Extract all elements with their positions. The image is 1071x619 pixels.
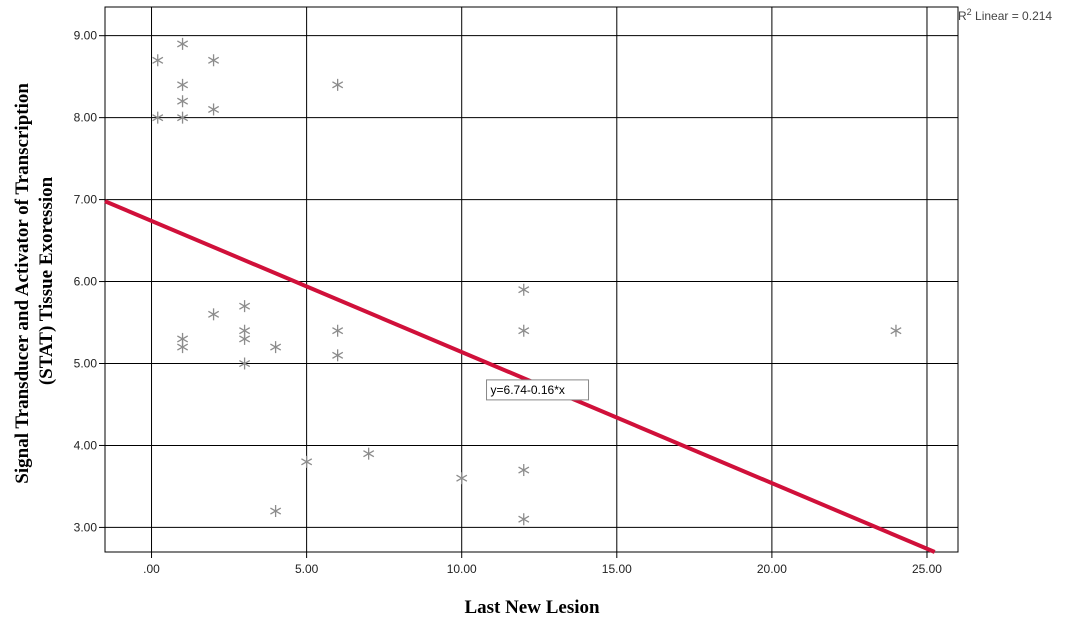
data-point (208, 308, 220, 321)
equation-box (486, 379, 590, 401)
equation-text: y=6.74-0.16*x (491, 383, 565, 397)
regression-line (104, 199, 936, 554)
data-point (239, 357, 251, 370)
data-point (152, 111, 164, 124)
data-point (332, 324, 344, 337)
data-point (456, 472, 468, 485)
data-point (208, 103, 220, 116)
data-point (301, 455, 313, 468)
y-tick-label: 4.00 (74, 438, 98, 452)
data-point (177, 111, 189, 124)
grid-lines (105, 7, 958, 552)
plot-frame (104, 6, 959, 553)
r2-label: R2 Linear = 0.214 (958, 7, 1052, 23)
data-point (239, 300, 251, 313)
y-tick-label: 8.00 (74, 111, 98, 125)
x-tick-label: 10.00 (447, 562, 477, 576)
x-tick-label: 20.00 (757, 562, 787, 576)
y-tick-label: 9.00 (74, 29, 98, 43)
data-points (152, 37, 902, 526)
data-point (208, 54, 220, 67)
data-point (152, 54, 164, 67)
y-tick-label: 3.00 (74, 520, 98, 534)
y-axis-title: Signal Transducer and Activator of Trans… (12, 78, 57, 483)
data-point (177, 37, 189, 50)
data-point (177, 341, 189, 354)
x-tick-label: 5.00 (295, 562, 319, 576)
x-axis-title: Last New Lesion (464, 597, 600, 618)
y-tick-label: 6.00 (74, 275, 98, 289)
data-point (332, 349, 344, 362)
data-point (363, 447, 375, 460)
data-point (518, 464, 530, 477)
y-tick-label: 7.00 (74, 193, 98, 207)
y-tick-labels: 3.00 4.00 5.00 6.00 7.00 8.00 9.00 (74, 29, 105, 534)
data-point (177, 95, 189, 108)
equation-label: y=6.74-0.16*x (486, 379, 590, 401)
data-point (518, 324, 530, 337)
x-tick-label: 15.00 (602, 562, 632, 576)
data-point (270, 505, 282, 518)
x-tick-label: .00 (143, 562, 160, 576)
data-point (332, 78, 344, 91)
x-tick-label: 25.00 (912, 562, 942, 576)
x-tick-labels: .00 5.00 10.00 15.00 20.00 25.00 (143, 552, 942, 576)
data-point (518, 513, 530, 526)
data-point (518, 283, 530, 296)
y-tick-label: 5.00 (74, 357, 98, 371)
data-point (177, 78, 189, 91)
data-point (239, 332, 251, 345)
data-point (890, 324, 902, 337)
data-point (270, 341, 282, 354)
